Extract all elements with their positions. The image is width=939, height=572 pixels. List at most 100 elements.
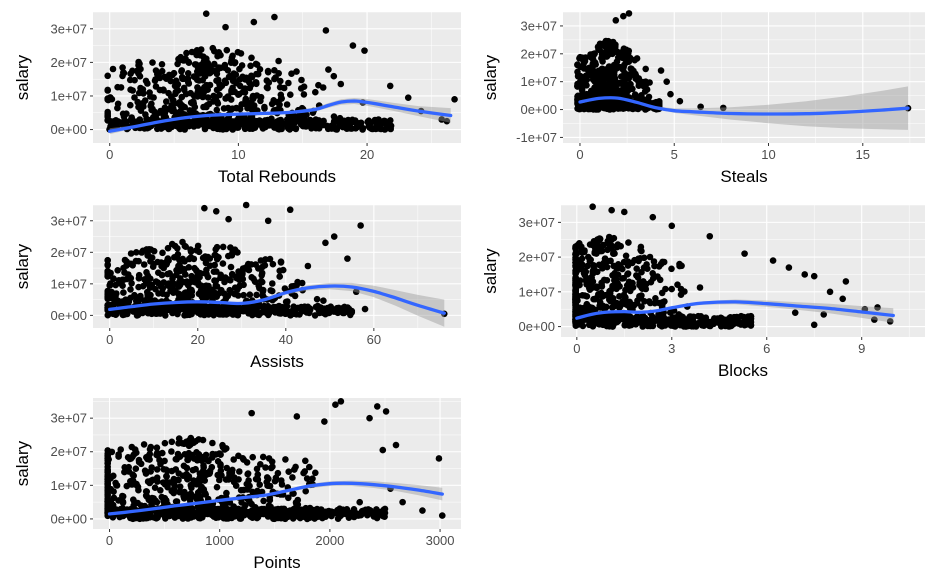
scatter-point (599, 101, 606, 108)
scatter-point (583, 72, 591, 80)
scatter-point (223, 464, 231, 472)
scatter-point (606, 47, 613, 55)
scatter-point (671, 317, 679, 324)
scatter-point (304, 508, 312, 515)
scatter-point (342, 308, 349, 315)
scatter-point (292, 125, 300, 132)
scatter-point (438, 116, 445, 123)
scatter-point (229, 311, 237, 318)
scatter-point (180, 84, 188, 92)
scatter-point (191, 61, 199, 68)
scatter-point (366, 414, 373, 422)
scatter-point (110, 488, 117, 495)
scatter-point (293, 413, 301, 420)
scatter-point (112, 118, 119, 125)
scatter-point (304, 303, 312, 311)
scatter-point (303, 111, 310, 119)
scatter-point (258, 272, 266, 279)
scatter-point (333, 126, 341, 133)
scatter-point (133, 249, 140, 256)
scatter-point (379, 446, 387, 454)
scatter-point (589, 203, 596, 211)
scatter-point (136, 73, 144, 80)
scatter-point (159, 121, 166, 129)
scatter-point (344, 255, 351, 262)
scatter-point (661, 298, 668, 305)
scatter-point (345, 514, 353, 521)
scatter-point (651, 299, 659, 307)
scatter-point (298, 76, 305, 84)
scatter-point (209, 439, 216, 447)
scatter-point (246, 291, 254, 299)
smooth-line (108, 99, 453, 133)
scatter-point (702, 317, 709, 325)
scatter-point (633, 265, 640, 273)
x-tick-label: 0 (576, 147, 583, 162)
scatter-point (114, 267, 121, 274)
scatter-point (302, 457, 309, 465)
scatter-point (312, 469, 319, 477)
scatter-point (164, 244, 172, 252)
scatter-point (217, 461, 224, 468)
scatter-point (332, 401, 339, 409)
scatter-point (278, 514, 286, 522)
scatter-points (574, 10, 912, 113)
scatter-point (217, 467, 225, 475)
scatter-point (104, 262, 111, 269)
scatter-point (325, 304, 333, 312)
scatter-point (227, 244, 234, 251)
scatter-point (176, 56, 184, 64)
scatter-point (287, 91, 294, 98)
scatter-point (135, 89, 143, 97)
scatter-point (227, 96, 235, 103)
x-tick-label: 3000 (426, 533, 455, 548)
scatter-point (624, 262, 632, 269)
scatter-point (359, 124, 367, 132)
scatter-point (253, 119, 260, 126)
scatter-point (632, 314, 640, 322)
axes: 0 3 6 9 0e+00 1e+07 2e+07 3e+07 (518, 215, 865, 356)
scatter-point (886, 318, 894, 325)
scatter-point (163, 472, 170, 480)
scatter-point (104, 490, 111, 498)
scatter-point (810, 321, 818, 329)
scatter-point (179, 515, 187, 522)
scatter-point (609, 282, 616, 290)
scatter-point (609, 242, 616, 250)
scatter-point (236, 76, 244, 83)
scatter-point (182, 271, 189, 278)
y-tick-label: 0e+00 (50, 122, 87, 137)
scatter-point (241, 89, 249, 96)
scatter-point (110, 472, 117, 480)
scatter-point (104, 72, 111, 80)
scatter-point (243, 122, 250, 130)
scatter-point (714, 315, 721, 322)
scatter-point (232, 482, 240, 490)
scatter-point (590, 295, 597, 303)
scatter-point (191, 103, 199, 111)
x-axis-title: Assists (250, 352, 304, 371)
scatter-point (583, 293, 591, 300)
scatter-point (250, 18, 258, 26)
scatter-point (839, 295, 847, 303)
scatter-point (727, 317, 735, 324)
scatter-point (572, 267, 579, 275)
scatter-point (116, 513, 123, 521)
scatter-point (245, 260, 252, 268)
scatter-point (278, 481, 286, 488)
scatter-point (255, 282, 262, 290)
scatter-point (620, 78, 628, 85)
scatter-point (146, 479, 153, 487)
scatter-point (619, 265, 626, 273)
scatter-point (333, 116, 340, 124)
scatter-point (632, 321, 640, 328)
scatter-point (131, 94, 138, 101)
scatter-point (352, 125, 360, 132)
axes: 0 5 10 15 -1e+07 0e+00 1e+07 2e+07 3e+07 (516, 18, 870, 162)
scatter-point (114, 100, 122, 108)
scatter-point (365, 117, 373, 124)
scatter-point (142, 77, 150, 85)
scatter-point (679, 313, 686, 321)
scatter-point (598, 242, 606, 250)
scatter-point (301, 117, 309, 124)
